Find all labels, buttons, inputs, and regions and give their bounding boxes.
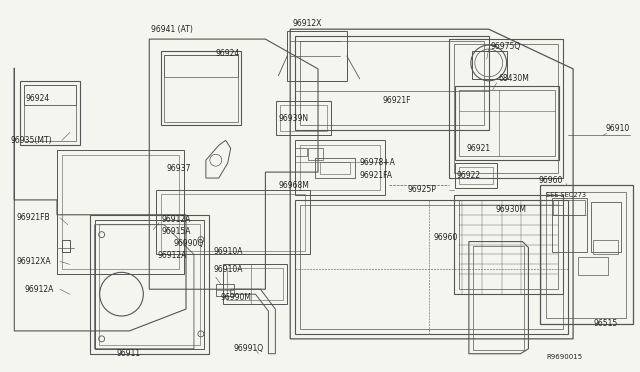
Bar: [95, 220, 204, 349]
Text: 96960: 96960: [538, 176, 563, 185]
Bar: [24, 85, 76, 105]
Text: 68430M: 68430M: [499, 74, 529, 83]
Bar: [276, 101, 331, 135]
Bar: [300, 205, 563, 329]
Text: 96960: 96960: [433, 233, 458, 242]
Bar: [223, 264, 287, 304]
Text: 96968M: 96968M: [278, 180, 309, 189]
Bar: [216, 284, 234, 296]
Text: 96912XA: 96912XA: [16, 257, 51, 266]
Text: R9690015: R9690015: [547, 354, 582, 360]
Text: 96990Q: 96990Q: [173, 239, 204, 248]
Bar: [156, 190, 310, 254]
Bar: [24, 85, 76, 141]
Bar: [454, 44, 558, 173]
Bar: [472, 51, 507, 79]
Bar: [99, 224, 200, 345]
Text: 96935(MT): 96935(MT): [10, 136, 52, 145]
Text: 96990M: 96990M: [221, 293, 252, 302]
Text: 96921FA: 96921FA: [360, 171, 393, 180]
Text: 96941 (AT): 96941 (AT): [151, 25, 193, 34]
Text: 96930M: 96930M: [495, 205, 527, 214]
Text: 96515: 96515: [594, 320, 618, 328]
Bar: [459, 167, 493, 184]
Text: 96921: 96921: [467, 144, 491, 153]
Bar: [57, 150, 184, 274]
Text: 96924: 96924: [25, 94, 49, 103]
Bar: [295, 36, 489, 131]
Text: SEE SEC273: SEE SEC273: [547, 192, 586, 198]
Bar: [315, 158, 355, 178]
Bar: [459, 90, 556, 156]
Bar: [300, 145, 380, 190]
Bar: [540, 185, 633, 324]
Text: 96924: 96924: [216, 48, 240, 58]
Bar: [161, 51, 241, 125]
Text: 96922: 96922: [457, 171, 481, 180]
Text: 96912A: 96912A: [161, 215, 191, 224]
Bar: [164, 55, 237, 77]
Text: 96975Q: 96975Q: [491, 42, 521, 51]
Bar: [62, 240, 70, 251]
Bar: [308, 148, 323, 160]
Text: 96978+A: 96978+A: [360, 158, 396, 167]
Bar: [161, 194, 305, 250]
Bar: [287, 31, 347, 81]
Bar: [455, 163, 497, 188]
Text: 96937: 96937: [166, 164, 191, 173]
Bar: [280, 105, 327, 131]
Text: 96911: 96911: [116, 349, 141, 358]
Bar: [449, 39, 563, 178]
Text: 96910A: 96910A: [214, 265, 243, 274]
Bar: [593, 240, 618, 254]
Text: 96912A: 96912A: [24, 285, 54, 294]
Bar: [320, 162, 350, 174]
Bar: [455, 86, 559, 160]
Bar: [295, 148, 307, 156]
Bar: [20, 81, 80, 145]
Text: 96910A: 96910A: [214, 247, 243, 256]
Text: 96939N: 96939N: [278, 114, 308, 123]
Bar: [62, 155, 179, 269]
Text: 96915A: 96915A: [161, 227, 191, 236]
Bar: [547, 192, 626, 318]
Text: 96921F: 96921F: [383, 96, 411, 105]
Bar: [300, 41, 484, 125]
Bar: [591, 202, 621, 251]
Bar: [552, 198, 587, 253]
Bar: [454, 195, 563, 294]
Bar: [553, 200, 585, 215]
Bar: [459, 200, 558, 289]
Bar: [295, 200, 568, 334]
Text: 96921FB: 96921FB: [16, 213, 50, 222]
Bar: [164, 55, 237, 122]
Bar: [227, 268, 284, 300]
Text: 96912A: 96912A: [157, 251, 187, 260]
Text: 96910: 96910: [606, 124, 630, 133]
Text: 96925P: 96925P: [407, 186, 436, 195]
Bar: [473, 246, 524, 350]
Bar: [295, 140, 385, 195]
Bar: [578, 257, 608, 275]
Text: 96912X: 96912X: [292, 19, 321, 28]
Text: 96991Q: 96991Q: [234, 344, 264, 353]
